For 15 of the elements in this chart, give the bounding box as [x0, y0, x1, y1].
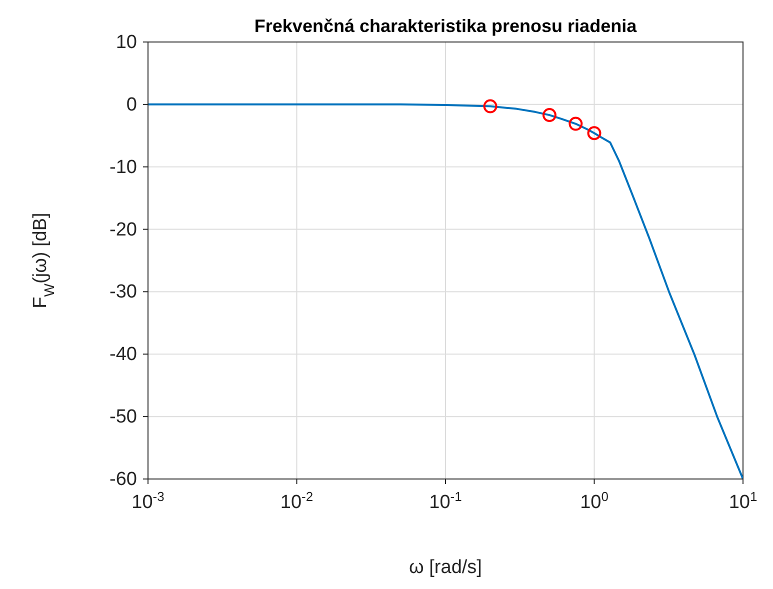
y-tick-label: 10 — [116, 32, 137, 53]
x-tick-label: 10$^{-3}$ — [132, 488, 164, 513]
x-axis-title: ω [rad/s] — [409, 557, 482, 578]
y-tick-label: -50 — [110, 406, 137, 428]
x-tick-label: 10$^{-1}$ — [429, 488, 462, 513]
x-tick-label: 10$^{0}$ — [580, 488, 608, 513]
x-tick-label: 10$^{1}$ — [728, 488, 758, 513]
y-tick-label: -40 — [110, 344, 137, 366]
y-tick-label: 0 — [126, 94, 137, 116]
y-tick-label: -60 — [110, 469, 137, 490]
y-tick-label: -20 — [110, 219, 137, 240]
x-tick-label: 10$^{-2}$ — [280, 488, 314, 513]
chart-title: Frekvenčná charakteristika prenosu riadenia — [254, 16, 638, 36]
y-tick-label: -10 — [110, 156, 137, 178]
y-tick-label: -30 — [110, 282, 137, 303]
